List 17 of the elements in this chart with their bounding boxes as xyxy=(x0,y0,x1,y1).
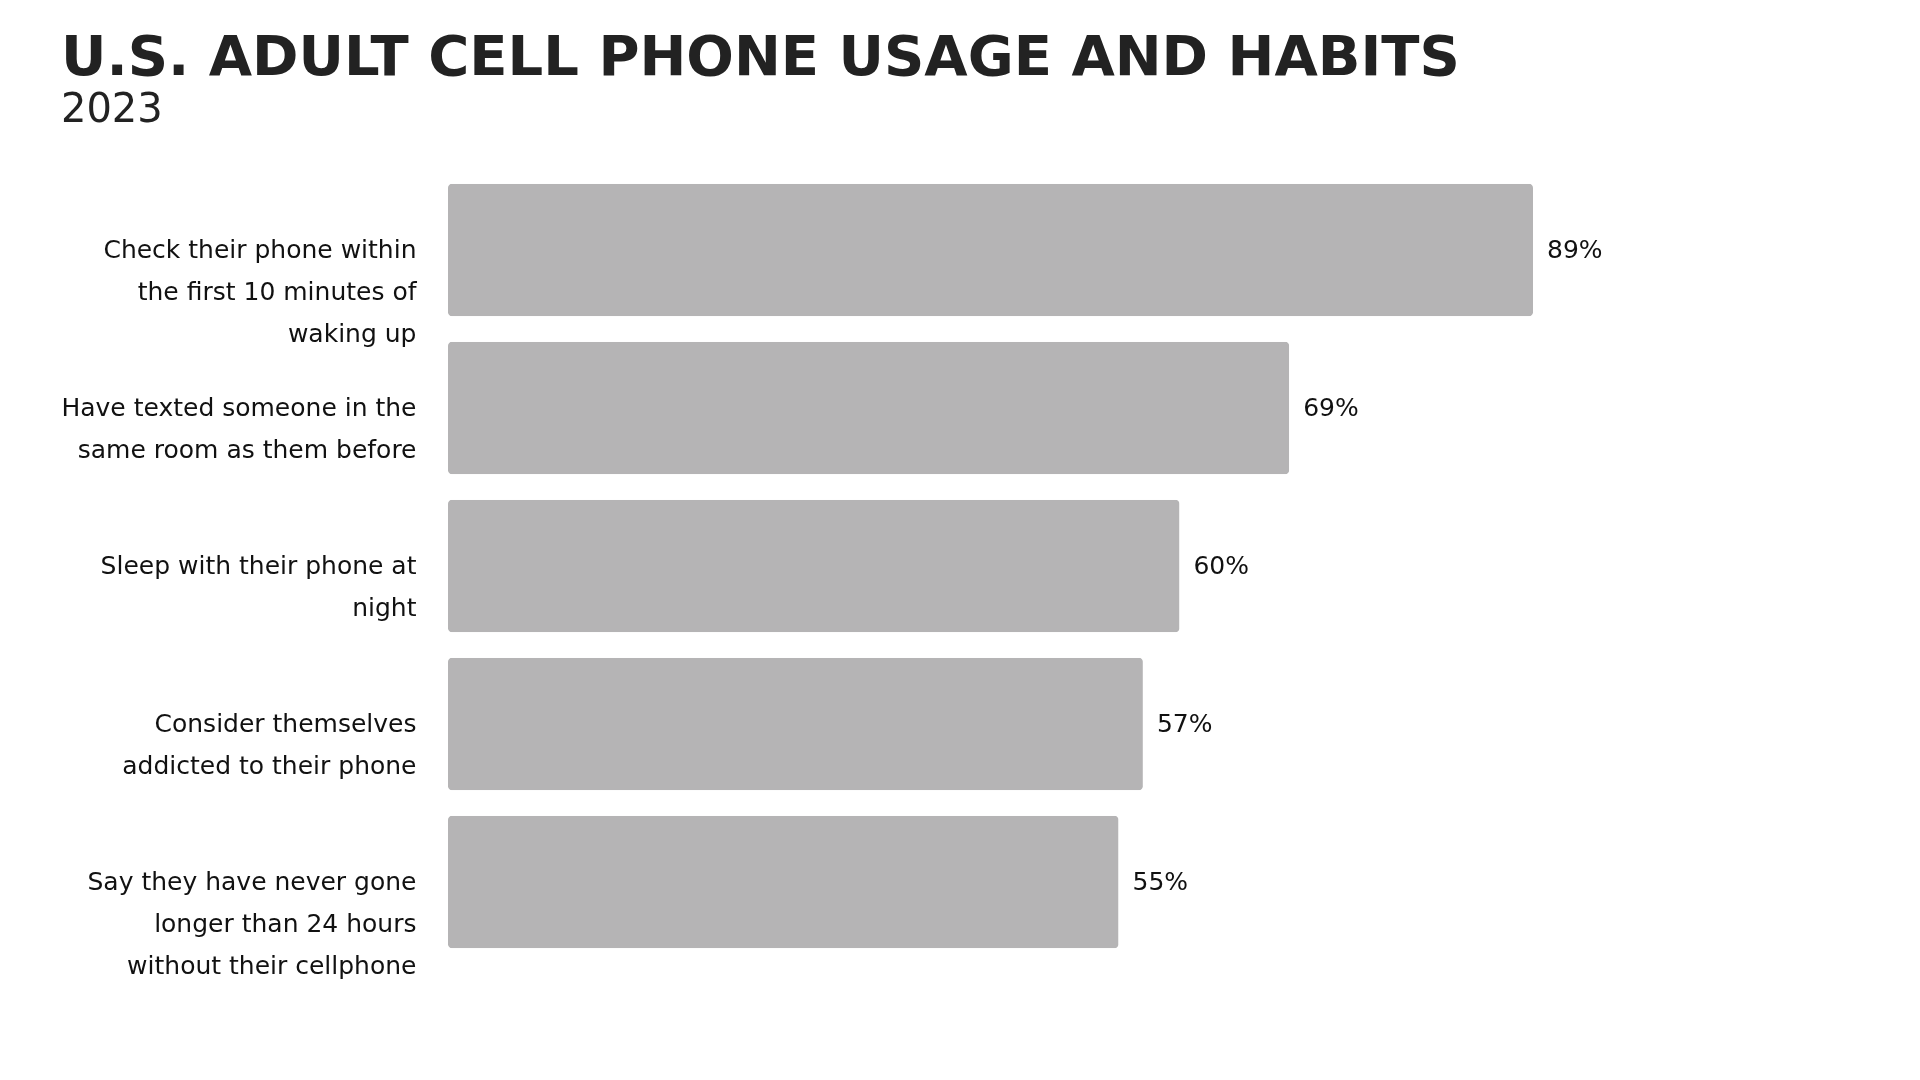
y-tick-label: Sleep with their phone at night xyxy=(100,551,417,622)
data-label: 57% xyxy=(1156,709,1213,738)
y-tick-label: Say they have never gone longer than 24 hours without their cellphone xyxy=(87,867,417,980)
data-label: 55% xyxy=(1132,867,1189,896)
chart-title: U.S. ADULT CELL PHONE USAGE AND HABITS xyxy=(60,23,1460,88)
bar xyxy=(448,815,1119,949)
data-label: 89% xyxy=(1547,235,1603,264)
bar xyxy=(448,183,1533,317)
data-label: 69% xyxy=(1303,393,1359,422)
y-tick-label: Consider themselves addicted to their phone xyxy=(122,709,417,780)
data-label: 60% xyxy=(1193,551,1250,580)
text: 2023 xyxy=(60,85,163,131)
bar xyxy=(448,341,1290,475)
y-tick-label: Have texted someone in the same room as them before xyxy=(61,393,417,464)
bar xyxy=(448,657,1143,791)
y-tick-label: Check their phone within the first 10 minutes of waking up xyxy=(103,235,418,348)
bar xyxy=(448,499,1180,633)
